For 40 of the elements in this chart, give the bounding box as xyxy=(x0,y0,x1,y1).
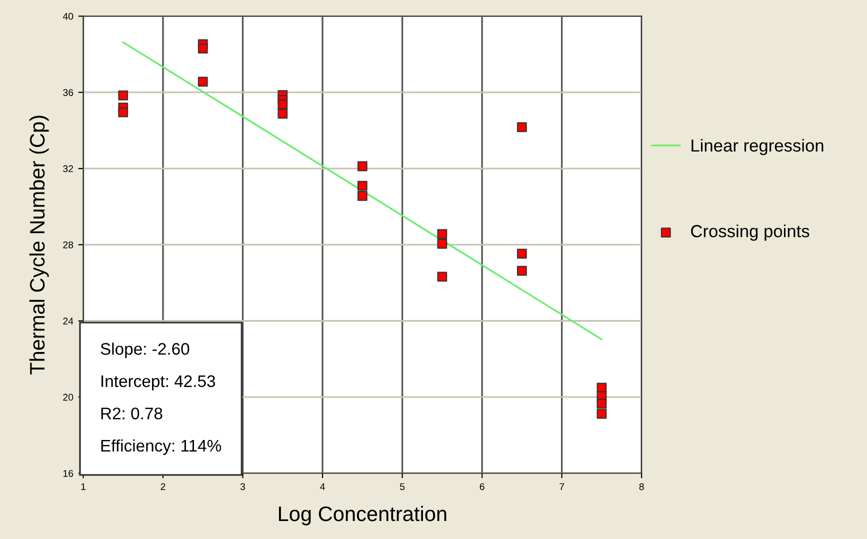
point xyxy=(278,99,288,110)
legend-label: Crossing points xyxy=(691,224,810,241)
point xyxy=(437,272,448,282)
point xyxy=(118,107,128,118)
annotation: R2: 0.78 xyxy=(101,408,162,420)
point xyxy=(198,76,208,87)
point xyxy=(516,248,527,259)
y-tick-label: 28 xyxy=(63,241,74,248)
x-tick-label: 2 xyxy=(160,483,166,490)
x-tick-label: 4 xyxy=(320,483,325,490)
point xyxy=(516,122,527,132)
y-tick-label: 24 xyxy=(63,318,74,324)
y-tick-label: 16 xyxy=(63,470,74,477)
y-tick-label: 40 xyxy=(62,12,74,20)
point xyxy=(596,398,607,409)
x-tick-label: 3 xyxy=(240,483,246,490)
x-axis-title: Log Concentration xyxy=(278,506,446,526)
point xyxy=(516,266,527,276)
y-axis-title: Thermal Cycle Number (Cp) xyxy=(29,116,49,374)
annotation: Slope: -2.60 xyxy=(100,342,190,358)
point xyxy=(357,191,368,201)
legend-label: Linear regression xyxy=(692,138,824,156)
x-tick-label: 5 xyxy=(400,483,405,490)
point xyxy=(278,108,288,119)
point xyxy=(437,238,448,249)
y-tick-label: 32 xyxy=(63,165,74,172)
annotation: Intercept: 42.53 xyxy=(102,375,216,390)
y-tick-label: 20 xyxy=(63,394,74,401)
point xyxy=(118,90,128,100)
point xyxy=(437,229,448,239)
x-tick-label: 6 xyxy=(480,483,484,490)
point xyxy=(596,408,607,419)
x-tick-label: 7 xyxy=(560,483,564,490)
x-tick-label: 1 xyxy=(81,483,86,490)
point xyxy=(198,44,208,54)
annotation: Efficiency: 114% xyxy=(101,439,222,455)
x-tick-label: 8 xyxy=(639,483,644,490)
point xyxy=(357,161,368,172)
y-tick-label: 36 xyxy=(63,89,74,96)
point xyxy=(357,180,368,191)
